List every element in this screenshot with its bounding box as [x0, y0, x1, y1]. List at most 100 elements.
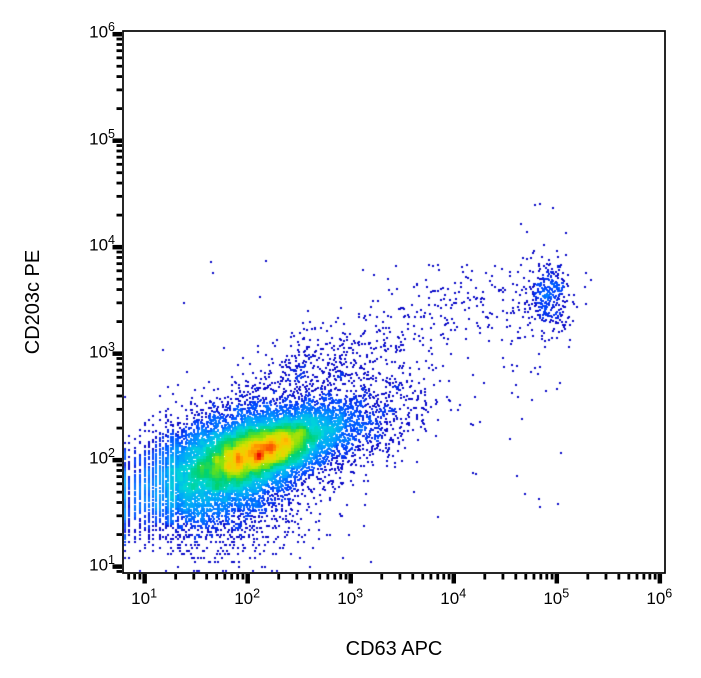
- tick-mark: [142, 574, 147, 584]
- tick-label-base: 10: [131, 589, 151, 608]
- tick-mark: [501, 574, 505, 580]
- tick-mark: [617, 574, 621, 580]
- tick-mark: [127, 574, 131, 580]
- tick-label-exponent: 1: [108, 552, 115, 567]
- tick-label-base: 10: [89, 342, 109, 362]
- tick-mark: [116, 362, 122, 366]
- tick-label-base: 10: [646, 589, 666, 608]
- tick-mark: [326, 574, 330, 580]
- tick-mark: [339, 574, 343, 580]
- tick-mark: [112, 457, 122, 463]
- tick-mark: [653, 574, 657, 580]
- tick-mark: [295, 574, 299, 580]
- tick-label-exponent: 5: [108, 126, 115, 141]
- tick-mark: [116, 171, 122, 175]
- x-tick-label-10e6: 106: [646, 587, 672, 608]
- tick-mark: [116, 490, 122, 494]
- tick-mark: [116, 162, 122, 166]
- y-tick-label-10e2: 102: [89, 447, 115, 468]
- tick-mark: [116, 181, 122, 185]
- x-tick-label-10e2: 102: [234, 587, 260, 608]
- tick-mark: [545, 574, 549, 580]
- tick-mark: [116, 149, 122, 153]
- tick-label-exponent: 3: [356, 586, 364, 601]
- tick-mark: [236, 574, 240, 580]
- tick-label-base: 10: [89, 448, 109, 468]
- tick-mark: [116, 256, 122, 259]
- tick-mark: [116, 107, 122, 111]
- tick-mark: [421, 574, 425, 580]
- scatter-density-canvas: [123, 31, 665, 573]
- tick-mark: [116, 533, 122, 536]
- tick-mark: [451, 574, 457, 584]
- tick-label-exponent: 4: [108, 233, 115, 247]
- tick-label-base: 10: [337, 589, 357, 608]
- tick-mark: [116, 482, 122, 486]
- tick-mark: [116, 426, 122, 430]
- tick-mark: [483, 574, 487, 580]
- tick-mark: [116, 37, 122, 41]
- tick-mark: [116, 262, 122, 266]
- tick-label-base: 10: [89, 555, 109, 575]
- tick-label-exponent: 2: [253, 586, 261, 601]
- tick-mark: [112, 351, 122, 356]
- tick-mark: [112, 244, 122, 250]
- tick-mark: [112, 564, 122, 569]
- tick-mark: [116, 514, 122, 518]
- tick-mark: [648, 574, 652, 580]
- tick-mark: [116, 155, 122, 159]
- tick-mark: [230, 574, 234, 580]
- tick-mark: [192, 574, 196, 580]
- x-axis-title: CD63 APC: [345, 638, 443, 660]
- y-tick-label-10e1: 101: [89, 553, 115, 575]
- tick-mark: [411, 574, 415, 580]
- tick-mark: [116, 475, 122, 479]
- tick-label-exponent: 2: [108, 445, 115, 460]
- tick-label-base: 10: [543, 589, 563, 608]
- tick-mark: [116, 469, 122, 472]
- y-tick-label-10e6: 106: [89, 21, 115, 41]
- tick-mark: [116, 368, 122, 372]
- tick-mark: [174, 574, 178, 580]
- tick-mark: [138, 574, 142, 580]
- y-tick-label-10e5: 105: [89, 126, 115, 147]
- y-tick-label-10e3: 103: [89, 340, 115, 362]
- tick-mark: [116, 357, 122, 360]
- tick-mark: [116, 375, 122, 379]
- tick-mark: [348, 574, 353, 584]
- tick-mark: [223, 574, 227, 580]
- tick-mark: [116, 501, 122, 504]
- x-tick-label-10e4: 104: [440, 587, 466, 608]
- tick-mark: [133, 574, 137, 580]
- tick-mark: [657, 574, 663, 584]
- tick-mark: [116, 88, 122, 92]
- tick-label-exponent: 4: [459, 586, 467, 601]
- tick-mark: [112, 31, 122, 37]
- tick-mark: [627, 574, 631, 580]
- tick-mark: [524, 574, 528, 580]
- tick-mark: [116, 49, 122, 53]
- tick-mark: [116, 277, 122, 281]
- tick-mark: [380, 574, 384, 580]
- tick-mark: [318, 574, 322, 580]
- x-tick-label-10e3: 103: [337, 587, 363, 608]
- tick-label-exponent: 5: [562, 586, 570, 601]
- tick-mark: [116, 144, 122, 147]
- tick-mark: [245, 574, 250, 584]
- tick-mark: [308, 574, 312, 580]
- tick-mark: [116, 43, 122, 46]
- tick-mark: [539, 574, 543, 580]
- plot-border: [122, 30, 666, 574]
- y-axis-title: CD203c PE: [22, 249, 44, 355]
- tick-mark: [116, 384, 122, 388]
- tick-mark: [205, 574, 209, 580]
- tick-mark: [550, 574, 554, 580]
- tick-label-base: 10: [440, 589, 460, 608]
- tick-label-base: 10: [234, 589, 254, 608]
- tick-mark: [116, 288, 122, 291]
- tick-label-exponent: 1: [150, 586, 158, 601]
- tick-mark: [116, 75, 122, 78]
- tick-mark: [642, 574, 646, 580]
